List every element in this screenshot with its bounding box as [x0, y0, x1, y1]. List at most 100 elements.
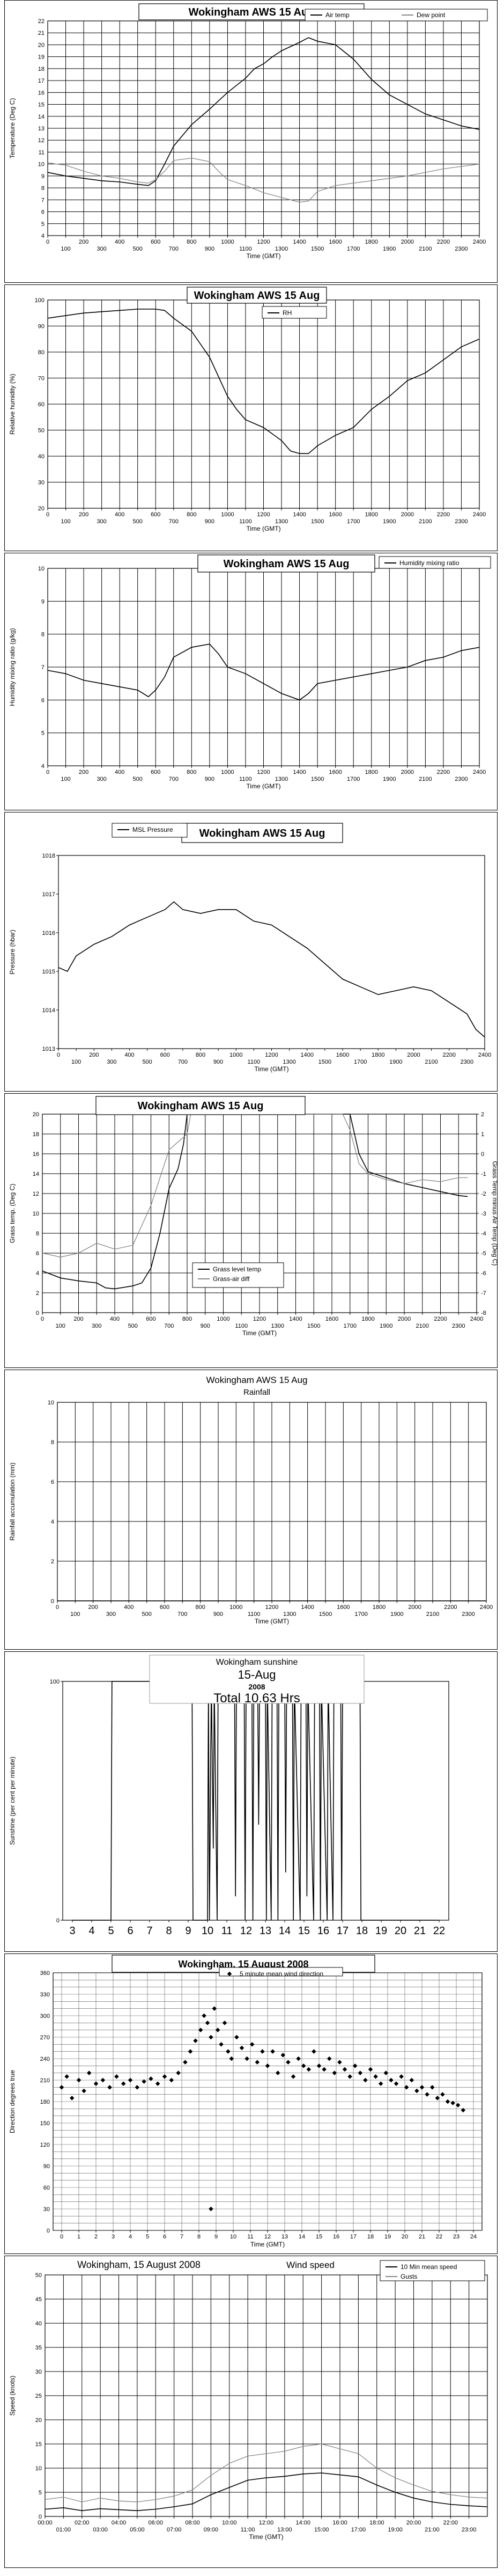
- x-axis-label: Time (GMT): [246, 525, 280, 532]
- x-tick-label: 1900: [389, 1059, 402, 1065]
- x-tick-label: 0: [56, 1604, 59, 1611]
- x-tick-label: 500: [128, 1323, 138, 1329]
- x-tick-label: 700: [178, 1059, 188, 1065]
- x-tick-label: 600: [160, 1052, 170, 1058]
- y-tick-label: 1013: [42, 1046, 55, 1052]
- x-tick-label: 2200: [443, 1052, 456, 1058]
- x-tick-label: 22:00: [443, 2520, 458, 2526]
- x-tick-label: 21:00: [425, 2527, 440, 2533]
- legend-label: 5 minute mean wind direction: [240, 1970, 323, 1978]
- x-axis-label: Time (GMT): [246, 782, 280, 790]
- x-tick-label: 12:00: [259, 2520, 274, 2526]
- x-tick-label: 300: [107, 1059, 116, 1065]
- chart-temperature-svg: 4 5 6 7 8 9 10 11 12 13 14 15 16 17 18 19 20 21 22 0 200 400 6…: [9, 3, 488, 260]
- legend-label: Dew point: [417, 11, 446, 19]
- y-tick-label: 20: [38, 506, 45, 512]
- x-tick-label: 800: [187, 769, 196, 775]
- x-tick-label: 1500: [319, 1611, 332, 1618]
- x-tick-label: 2: [94, 2234, 98, 2240]
- y-tick-label: 18: [33, 1131, 39, 1138]
- x-tick-label: 500: [133, 518, 143, 525]
- x-tick-label: 800: [182, 1316, 192, 1322]
- x-tick-label: 7: [146, 1925, 152, 1937]
- x-tick-label: 18: [356, 1925, 368, 1937]
- y-tick-label: 50: [38, 428, 45, 434]
- y-tick-label: 22: [38, 18, 45, 25]
- x-tick-label: 1000: [229, 1604, 242, 1611]
- y-tick-label: 90: [43, 2163, 50, 2170]
- x-tick-label: 4: [88, 1925, 94, 1937]
- y-tick-label: 12: [38, 137, 45, 144]
- y-tick-label: 35: [35, 2345, 42, 2351]
- y-tick-label: 45: [35, 2296, 42, 2303]
- y-tick-label: 20: [35, 2417, 42, 2424]
- x-tick-label: 800: [187, 239, 196, 245]
- y-tick-label: 6: [41, 209, 45, 216]
- legend-label: Grass-air diff: [213, 1275, 250, 1283]
- y-axis-label: Grass temp. (Deg C): [9, 1184, 16, 1243]
- y-tick-label: 14: [38, 114, 45, 120]
- x-tick-label: 02:00: [75, 2520, 90, 2526]
- x-tick-label: 2000: [401, 511, 414, 518]
- legend-label: Humidity mixing ratio: [399, 559, 459, 567]
- x-tick-label: 1100: [248, 1611, 261, 1618]
- legend-box: [379, 556, 491, 569]
- y-tick-label: 6: [51, 1479, 54, 1485]
- title-box: [197, 554, 375, 573]
- plot-area: [62, 1681, 449, 1921]
- x-tick-label: 1100: [239, 776, 252, 782]
- x-tick-label: 2200: [437, 511, 450, 518]
- y-tick-label: 0: [47, 2228, 50, 2234]
- x-tick-label: 2000: [408, 1604, 421, 1611]
- y-tick-label: 15: [35, 2441, 42, 2448]
- x-tick-label: 1600: [336, 1052, 349, 1058]
- y-tick-label: 0: [36, 1310, 39, 1316]
- y-axis-label: Pressure (hbar): [9, 930, 16, 974]
- y-tick-label: 1014: [42, 1007, 55, 1014]
- x-tick-label: 14: [279, 1925, 291, 1937]
- x-tick-label: 1800: [361, 1316, 374, 1322]
- x-tick-label: 2000: [398, 1316, 411, 1322]
- title-box: [149, 1655, 365, 1704]
- x-tick-label: 17:00: [351, 2527, 366, 2533]
- x-tick-label: 300: [97, 776, 106, 782]
- x-tick-label: 1200: [257, 239, 270, 245]
- chart-temperature: 4 5 6 7 8 9 10 11 12 13 14 15 16 17 18 19 20 21 22 0 200 400 6…: [4, 0, 498, 283]
- x-tick-label: 07:00: [167, 2527, 182, 2533]
- chart-rainfall: 0 2 4 6 8 10 0 200 400 600 800 1000 1200 1400 1600 1800…: [4, 1370, 498, 1650]
- x-tick-label: 2300: [452, 1323, 465, 1329]
- y-tick-label: 4: [41, 763, 45, 770]
- y-tick-label: 300: [40, 2013, 50, 2019]
- x-tick-label: 1400: [301, 1604, 314, 1611]
- x-tick-label: 9: [214, 2234, 218, 2240]
- legend-label: Gusts: [401, 2273, 417, 2280]
- y-axis-label: Rainfall accumulation (mm): [9, 1462, 16, 1540]
- x-tick-label: 2000: [401, 239, 414, 245]
- x-tick-label: 1300: [275, 776, 288, 782]
- y-tick-label: 16: [33, 1151, 39, 1158]
- x-tick-label: 1500: [307, 1323, 320, 1329]
- x-tick-label: 14:00: [295, 2520, 310, 2526]
- x-tick-label: 2300: [455, 776, 468, 782]
- series-line-0: [45, 2472, 488, 2512]
- y-tick-label: 20: [38, 42, 45, 48]
- x-tick-label: 1800: [372, 1052, 384, 1058]
- x-tick-label: 200: [89, 1052, 99, 1058]
- x-tick-label: 1900: [383, 518, 396, 525]
- x-axis-label: Time (GMT): [254, 1065, 288, 1073]
- x-tick-label: 900: [213, 1611, 223, 1618]
- y-tick-label: 60: [38, 401, 45, 408]
- y-tick-label: 18: [38, 66, 45, 72]
- x-tick-label: 2100: [426, 1611, 439, 1618]
- x-tick-label: 900: [201, 1323, 210, 1329]
- chart-sunshine-svg: 0 100 3 4 5 6 7 8 9 10 11 12 13 14 15 16 17 18 19 20 21 22 Sun…: [9, 1655, 449, 1937]
- x-tick-label: 700: [169, 518, 179, 525]
- y-tick-label: 30: [43, 2206, 50, 2213]
- x-tick-label: 1800: [365, 239, 378, 245]
- x-tick-label: 1700: [347, 518, 360, 525]
- y-tick-label: 1015: [42, 969, 55, 975]
- x-tick-label: 6: [163, 2234, 166, 2240]
- y-tick-label: 80: [38, 349, 45, 356]
- x-tick-label: 500: [142, 1059, 152, 1065]
